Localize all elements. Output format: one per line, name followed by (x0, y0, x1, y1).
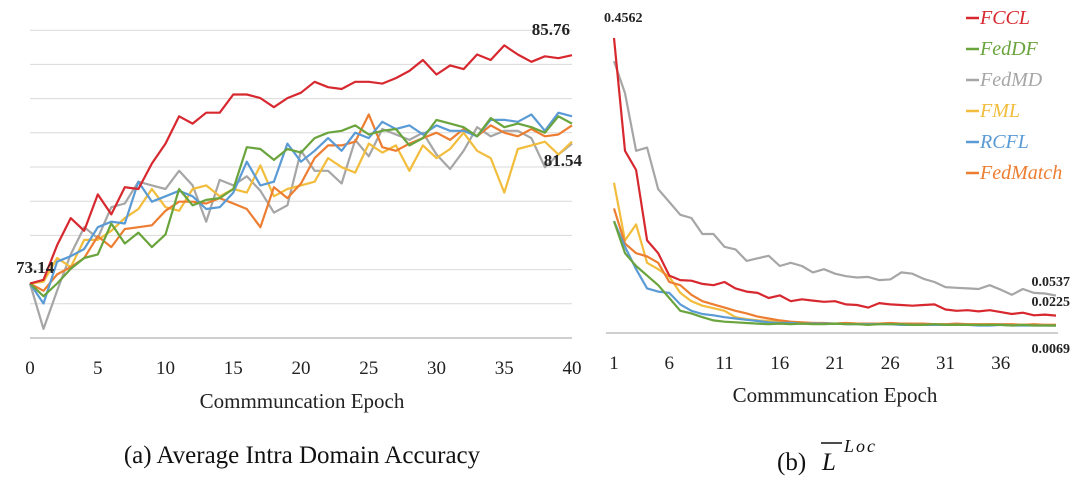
x-tick-label: 21 (826, 353, 845, 374)
series-line-feddf (29, 115, 573, 298)
x-tick-label: 35 (495, 358, 514, 379)
x-tick-label: 30 (427, 358, 446, 379)
x-tick-label: 25 (359, 358, 378, 379)
data-label: 0.0225 (1032, 295, 1071, 310)
legend-label-feddf: FedDF (979, 38, 1039, 60)
x-tick-label: 26 (881, 353, 900, 374)
x-tick-label: 20 (292, 358, 311, 379)
chart-a-annotations: 85.76 73.14 81.54 (16, 20, 583, 277)
x-tick-label: 40 (563, 358, 582, 379)
x-tick-label: 1 (609, 353, 619, 374)
legend-label-rcfl: RCFL (979, 131, 1029, 153)
chart-a: 0 5 10 15 20 25 30 35 40 85.76 73.14 81.54 Commmun… (16, 20, 583, 469)
chart-b-series (612, 37, 1057, 327)
chart-b-xlabel: Commmuncation Epoch (733, 383, 938, 407)
chart-b-legend: FCCL FedDF FedMD FML RCFL FedMatch (966, 7, 1062, 184)
x-tick-label: 16 (770, 353, 789, 374)
x-tick-label: 31 (936, 353, 955, 374)
legend-label-fml: FML (979, 100, 1020, 122)
legend-label-fedmd: FedMD (979, 69, 1043, 91)
caption-math-superscript: Loc (843, 436, 877, 456)
chart-b-x-ticks: 1 6 11 16 21 26 31 36 (609, 353, 1010, 374)
chart-b-annotations: 0.4562 0.0537 0.0225 0.0069 (604, 11, 1070, 357)
caption-math-symbol: L (821, 449, 836, 476)
data-label: 81.54 (544, 151, 583, 170)
x-tick-label: 15 (224, 358, 243, 379)
x-tick-label: 36 (991, 353, 1010, 374)
chart-a-xlabel: Commmuncation Epoch (200, 389, 405, 413)
data-label: 85.76 (532, 20, 570, 39)
x-tick-label: 11 (715, 353, 733, 374)
series-line-fccl (29, 44, 573, 285)
series-line-fedmd (612, 60, 1057, 297)
x-tick-label: 6 (665, 353, 675, 374)
chart-a-x-ticks: 0 5 10 15 20 25 30 35 40 (25, 358, 581, 379)
legend-label-fccl: FCCL (979, 7, 1030, 29)
chart-b-caption-prefix: (b) (777, 449, 806, 476)
chart-a-caption: (a) Average Intra Domain Accuracy (124, 442, 481, 469)
data-label: 0.0069 (1032, 342, 1071, 357)
series-line-fedmatch (29, 113, 573, 292)
x-tick-label: 5 (93, 358, 103, 379)
chart-b: 1 6 11 16 21 26 31 36 0.45620.05370.02250.0069 … (604, 7, 1070, 476)
data-label: 73.14 (16, 258, 55, 277)
chart-b-caption: (b) L Loc (777, 436, 877, 476)
legend-label-fedmatch: FedMatch (979, 162, 1062, 184)
series-line-feddf (612, 220, 1057, 327)
x-tick-label: 0 (25, 358, 35, 379)
chart-a-series (28, 44, 573, 330)
chart-a-gridlines (30, 29, 572, 339)
series-line-fedmatch (612, 208, 1056, 326)
x-tick-label: 10 (156, 358, 175, 379)
data-label: 0.0537 (1032, 275, 1071, 290)
series-line-fccl (612, 37, 1057, 317)
data-label: 0.4562 (604, 11, 643, 26)
